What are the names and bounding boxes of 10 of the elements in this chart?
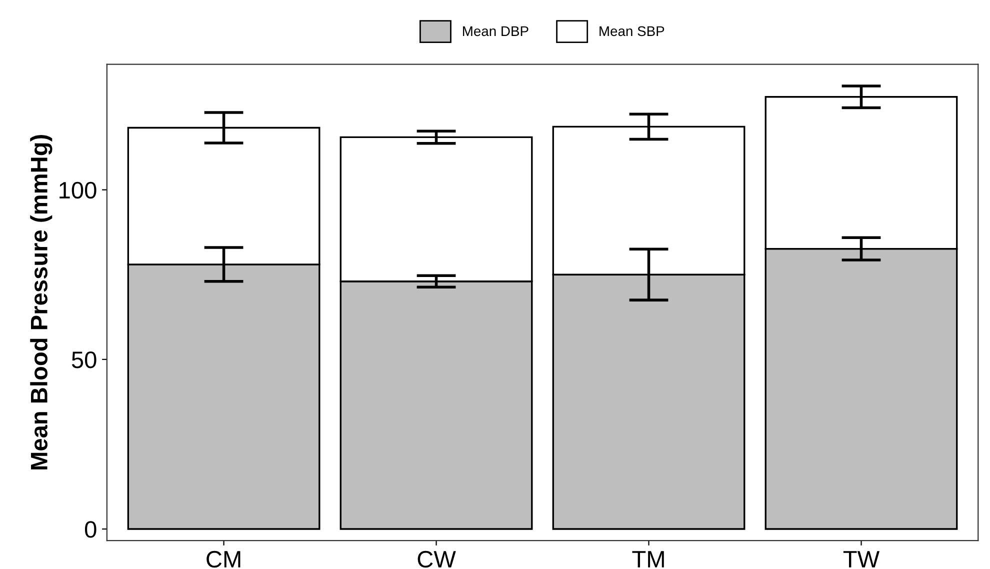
y-tick-label: 50 [72, 351, 96, 368]
x-tick-label: CW [418, 550, 456, 568]
y-tick-label: 0 [84, 521, 96, 538]
y-axis-title: Mean Blood Pressure (mmHg) [30, 135, 52, 470]
legend-label: Mean DBP [462, 26, 528, 36]
y-tick-label: 100 [60, 182, 96, 199]
legend-label: Mean SBP [600, 26, 664, 36]
x-tick-label: TM [632, 551, 664, 568]
x-tick-label: TW [843, 551, 880, 568]
x-tick-label: CM [206, 550, 240, 568]
